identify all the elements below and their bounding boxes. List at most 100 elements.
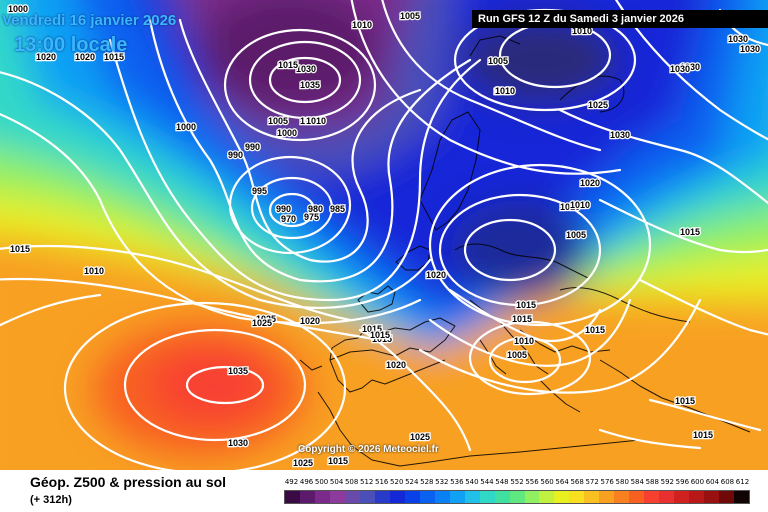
legend-label: 608	[720, 478, 735, 486]
legend-label: 596	[675, 478, 690, 486]
pressure-label: 1005	[488, 56, 508, 66]
legend-swatch	[524, 491, 540, 503]
pressure-label: 1000	[277, 128, 297, 138]
legend-label: 612	[735, 478, 750, 486]
legend-swatch	[569, 491, 585, 503]
legend-label: 604	[705, 478, 720, 486]
legend-swatch	[434, 491, 450, 503]
pressure-label: 1015	[516, 300, 536, 310]
pressure-label: 1035	[228, 366, 248, 376]
legend-label: 528	[420, 478, 434, 486]
pressure-label: 1015	[693, 430, 713, 440]
pressure-label: 1035	[300, 80, 320, 90]
pressure-label: 1025	[256, 314, 276, 324]
copyright-notice: Copyright © 2026 Meteociel.fr	[298, 444, 439, 455]
pressure-label: 1025	[252, 318, 272, 328]
legend-swatch	[329, 491, 345, 503]
legend-label: 540	[465, 478, 479, 486]
legend-swatch	[539, 491, 555, 503]
legend-swatch	[285, 491, 300, 503]
legend-swatch	[644, 491, 660, 503]
legend-swatch	[314, 491, 330, 503]
legend-label: 580	[615, 478, 629, 486]
legend-label: 568	[570, 478, 584, 486]
pressure-label: 1010	[352, 20, 372, 30]
pressure-label: 1010	[84, 266, 104, 276]
legend-swatch	[419, 491, 435, 503]
pressure-label: 1015	[104, 52, 124, 62]
color-legend: 492 496 500 504 508 512 516 520 524 528 532 536 540 5…	[284, 478, 750, 504]
pressure-label: 975	[304, 212, 319, 222]
legend-label: 592	[660, 478, 674, 486]
pressure-label: 1015	[10, 244, 30, 254]
legend-label: 520	[390, 478, 404, 486]
pressure-label: 1030	[680, 62, 700, 72]
pressure-label: 1030	[296, 64, 316, 74]
legend-swatch	[689, 491, 705, 503]
legend-label: 576	[600, 478, 614, 486]
legend-label: 492	[284, 478, 299, 486]
pressure-label: 1030	[228, 438, 248, 448]
pressure-label: 1005	[400, 11, 420, 21]
pressure-label: 985	[330, 204, 345, 214]
legend-label: 556	[525, 478, 539, 486]
legend-label: 560	[540, 478, 554, 486]
legend-label: 532	[435, 478, 449, 486]
legend-swatch	[614, 491, 630, 503]
pressure-label: 1015	[328, 456, 348, 466]
map-title: Géop. Z500 & pression au sol	[30, 474, 227, 490]
legend-labels: 492 496 500 504 508 512 516 520 524 528 532 536 540 5…	[284, 478, 750, 488]
run-info: Run GFS 12 Z du Samedi 3 janvier 2026	[472, 10, 768, 28]
pressure-label: 990	[228, 150, 243, 160]
pressure-label: 1010	[300, 116, 320, 126]
legend-label: 588	[645, 478, 659, 486]
pressure-label: 1015	[362, 324, 382, 334]
legend-swatch	[704, 491, 720, 503]
pressure-label: 980	[308, 204, 323, 214]
legend-swatch	[449, 491, 465, 503]
valid-time: 13:00 locale	[14, 34, 128, 56]
legend-swatch	[554, 491, 570, 503]
pressure-label: 1020	[36, 52, 56, 62]
pressure-label: 970	[281, 214, 296, 224]
pressure-label: 1015	[680, 227, 700, 237]
forecast-offset: (+ 312h)	[30, 494, 72, 506]
legend-swatch	[404, 491, 420, 503]
pressure-label: 1020	[75, 52, 95, 62]
pressure-label: 1010	[494, 86, 514, 96]
legend-label: 600	[690, 478, 705, 486]
pressure-label: 1000	[8, 4, 28, 14]
pressure-label: 1025	[588, 100, 608, 110]
legend-label: 548	[495, 478, 509, 486]
pressure-label: 1005	[566, 230, 586, 240]
legend-swatch	[734, 491, 750, 503]
pressure-label: 1015	[675, 396, 695, 406]
legend-swatch	[374, 491, 390, 503]
legend-swatch	[494, 491, 510, 503]
pressure-label: 1010	[306, 116, 326, 126]
legend-label: 564	[555, 478, 569, 486]
legend-swatch	[674, 491, 690, 503]
pressure-label: 1030	[610, 130, 630, 140]
pressure-label: 1030	[670, 64, 690, 74]
pressure-label: 1005	[268, 116, 288, 126]
legend-swatch	[599, 491, 615, 503]
pressure-label: 1015	[585, 325, 605, 335]
legend-label: 504	[329, 478, 344, 486]
legend-swatch	[359, 491, 375, 503]
legend-swatches	[284, 490, 750, 504]
pressure-label: 1020	[580, 178, 600, 188]
legend-swatch	[584, 491, 600, 503]
legend-swatch	[464, 491, 480, 503]
pressure-label: 990	[245, 142, 260, 152]
legend-swatch	[629, 491, 645, 503]
pressure-label: 995	[252, 186, 267, 196]
legend-swatch	[299, 491, 315, 503]
pressure-label: 1005	[507, 350, 527, 360]
legend-label: 500	[314, 478, 329, 486]
pressure-label: 1015	[370, 330, 390, 340]
pressure-label: 1015	[372, 334, 392, 344]
valid-date: Vendredi 16 janvier 2026	[2, 12, 177, 29]
pressure-label: 1010	[514, 336, 534, 346]
